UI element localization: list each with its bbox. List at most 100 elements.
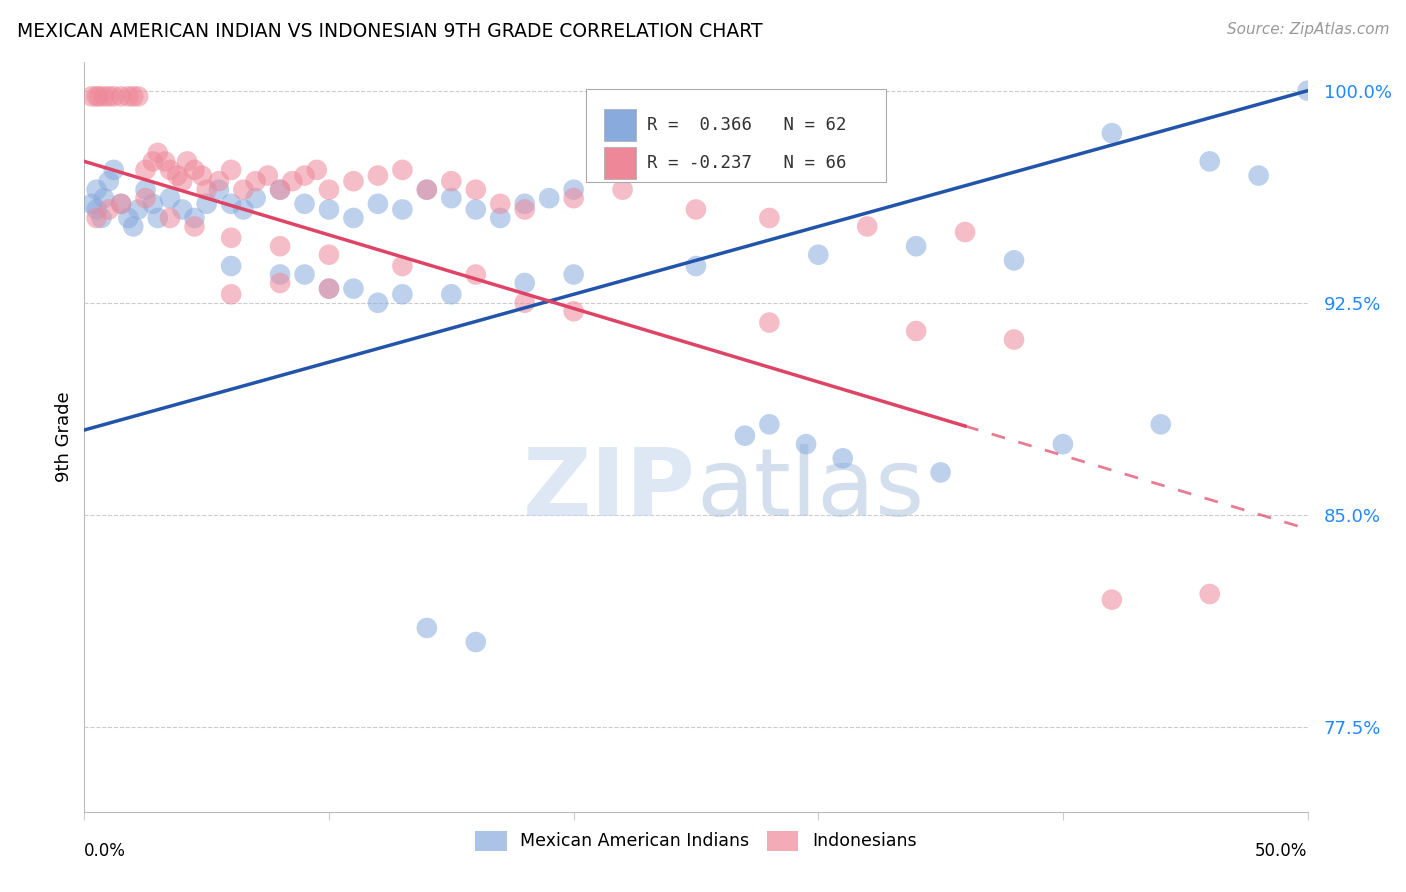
Text: R =  0.366   N = 62: R = 0.366 N = 62 [647,116,846,134]
Point [86,89,108,103]
Point [416,183,439,197]
Point [80,196,103,211]
Point [513,276,536,290]
Point [245,174,267,188]
Point [122,89,145,103]
Point [831,451,853,466]
Point [794,437,817,451]
Point [122,219,145,234]
Legend: Mexican American Indians, Indonesians: Mexican American Indians, Indonesians [467,822,925,859]
Point [464,202,486,217]
Point [685,202,707,217]
Point [562,268,585,282]
Point [172,202,194,217]
Point [305,162,328,177]
Point [135,191,157,205]
Point [135,183,157,197]
Point [1002,253,1025,268]
Point [269,268,291,282]
Point [1198,154,1220,169]
Point [612,183,634,197]
Point [127,89,149,103]
Point [294,268,316,282]
Bar [605,147,636,178]
Point [117,211,139,225]
Bar [605,110,636,141]
Point [86,202,108,217]
Text: 50.0%: 50.0% [1256,842,1308,860]
Point [183,211,205,225]
Y-axis label: 9th Grade: 9th Grade [55,392,73,483]
Point [416,183,439,197]
Point [232,183,254,197]
Point [153,154,176,169]
Point [1150,417,1173,432]
Point [807,248,830,262]
Point [1247,169,1270,183]
Point [159,211,181,225]
Point [416,621,439,635]
Point [513,196,536,211]
Point [110,89,132,103]
Point [391,287,413,301]
Text: 0.0%: 0.0% [84,842,127,860]
Text: ZIP: ZIP [523,443,696,535]
Point [562,183,585,197]
Point [93,191,115,205]
Point [87,89,110,103]
Point [342,282,364,296]
Point [758,211,780,225]
Point [135,162,157,177]
Point [281,174,304,188]
Point [685,259,707,273]
Point [93,89,115,103]
Point [856,219,879,234]
Point [80,89,103,103]
Point [86,183,108,197]
Point [1198,587,1220,601]
FancyBboxPatch shape [586,88,886,182]
Point [103,89,125,103]
Point [219,196,242,211]
Point [97,202,120,217]
Point [318,282,340,296]
Point [257,169,280,183]
Point [142,196,165,211]
Point [269,276,291,290]
Text: atlas: atlas [696,443,924,535]
Point [391,162,413,177]
Text: R = -0.237   N = 66: R = -0.237 N = 66 [647,154,846,172]
Point [513,295,536,310]
Point [1101,592,1123,607]
Point [513,202,536,217]
Point [97,89,120,103]
Point [159,191,181,205]
Point [953,225,976,239]
Text: MEXICAN AMERICAN INDIAN VS INDONESIAN 9TH GRADE CORRELATION CHART: MEXICAN AMERICAN INDIAN VS INDONESIAN 9T… [17,22,762,41]
Point [90,211,112,225]
Point [172,174,194,188]
Point [391,202,413,217]
Point [758,316,780,330]
Point [208,174,231,188]
Point [489,196,512,211]
Point [318,282,340,296]
Point [734,428,756,442]
Point [905,324,928,338]
Point [342,211,364,225]
Point [219,287,242,301]
Point [86,211,108,225]
Point [146,211,169,225]
Point [318,183,340,197]
Point [1101,126,1123,140]
Point [269,183,291,197]
Point [318,248,340,262]
Point [195,183,218,197]
Point [440,287,463,301]
Point [1052,437,1074,451]
Point [208,183,231,197]
Point [929,466,952,480]
Point [110,196,132,211]
Point [176,154,198,169]
Point [110,196,132,211]
